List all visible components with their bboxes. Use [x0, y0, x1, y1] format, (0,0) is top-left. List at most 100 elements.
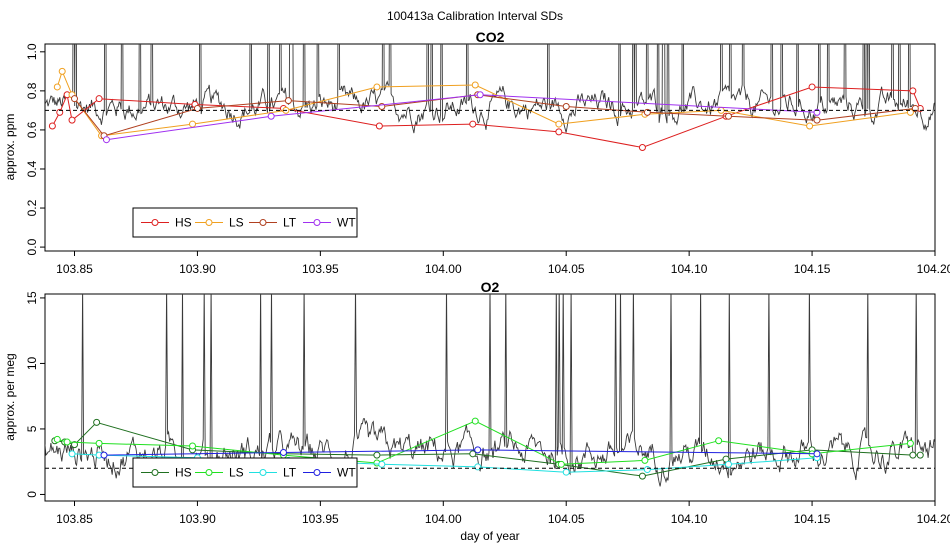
o2-point-hs — [71, 441, 79, 449]
o2-legend-label-ls: LS — [229, 466, 244, 480]
o2-legend-marker-lt — [259, 469, 267, 476]
o2-y-axis: 0 5 10 15 — [25, 291, 45, 498]
co2-x-tick-label: 104.00 — [425, 262, 462, 276]
co2-x-tick-label: 104.15 — [794, 262, 831, 276]
o2-point-lt — [378, 460, 386, 468]
o2-legend-label-lt: LT — [283, 466, 297, 480]
co2-point-hs — [909, 87, 917, 95]
co2-point-hs — [95, 95, 103, 103]
o2-x-axis: 103.85 103.90 103.95 104.00 104.05 104.10 104.… — [56, 501, 950, 526]
co2-y-axis: 0.0 0.2 0.4 0.6 0.8 1.0 — [25, 43, 45, 255]
co2-point-wt — [476, 91, 484, 99]
o2-ylabel: approx. per meg — [3, 353, 17, 440]
o2-point-wt — [474, 446, 482, 454]
o2-series-line-lt — [71, 453, 818, 473]
co2-x-axis: 103.85 103.90 103.95 104.00 104.05 104.10 104.… — [56, 251, 950, 276]
o2-point-wt — [813, 450, 821, 458]
co2-point-hs — [469, 120, 477, 128]
co2-x-tick-label: 104.05 — [548, 262, 585, 276]
co2-x-tick-label: 103.95 — [302, 262, 339, 276]
co2-plot-area — [45, 44, 935, 151]
co2-x-tick-label: 104.10 — [671, 262, 708, 276]
o2-point-ls — [557, 460, 565, 468]
o2-x-tick-label: 103.85 — [56, 512, 93, 526]
o2-series-line-ls — [57, 420, 911, 465]
o2-point-hs — [93, 418, 101, 426]
co2-x-tick-label: 103.90 — [179, 262, 216, 276]
o2-point-hs — [638, 472, 646, 480]
co2-x-tick-label: 103.85 — [56, 262, 93, 276]
co2-point-lt — [284, 97, 292, 105]
o2-series-line-wt — [103, 449, 818, 456]
co2-point-ls — [189, 120, 197, 128]
o2-point-wt — [100, 451, 108, 459]
o2-point-hs — [373, 451, 381, 459]
co2-series-line-wt — [106, 94, 818, 141]
o2-point-ls — [471, 417, 479, 425]
o2-y-tick-label: 15 — [25, 291, 39, 305]
co2-y-tick-label: 1.0 — [25, 43, 39, 60]
o2-point-ls — [95, 439, 103, 447]
co2-ylabel: approx. ppm — [3, 114, 17, 181]
o2-title: O2 — [481, 279, 500, 295]
figure-title: 100413a Calibration Interval SDs — [387, 9, 563, 23]
co2-point-hs — [555, 128, 563, 136]
co2-legend-label-ls: LS — [229, 216, 244, 230]
o2-legend-label-wt: WT — [337, 466, 356, 480]
o2-point-hs — [909, 451, 917, 459]
co2-legend-label-wt: WT — [337, 216, 356, 230]
co2-legend-marker-lt — [259, 219, 267, 226]
co2-point-hs — [48, 122, 56, 130]
co2-point-ls — [373, 83, 381, 91]
co2-legend-marker-hs — [151, 219, 159, 226]
co2-point-lt — [813, 116, 821, 124]
co2-legend-marker-wt — [313, 219, 321, 226]
co2-legend: HS LS LT WT — [132, 207, 358, 238]
o2-point-ls — [715, 437, 723, 445]
co2-point-lt — [71, 95, 79, 103]
co2-plot-frame — [44, 43, 936, 252]
co2-point-hs — [808, 83, 816, 91]
o2-point-lt — [724, 460, 732, 468]
o2-point-lt — [68, 450, 76, 458]
o2-legend-marker-wt — [313, 469, 321, 476]
co2-point-wt — [267, 112, 275, 120]
co2-y-tick-label: 0.6 — [25, 121, 39, 138]
co2-legend-marker-ls — [205, 219, 213, 226]
o2-x-tick-label: 104.15 — [794, 512, 831, 526]
o2-point-ls — [906, 439, 914, 447]
co2-point-ls — [471, 81, 479, 89]
co2-point-hs — [375, 122, 383, 130]
co2-series — [48, 67, 924, 151]
o2-x-tick-label: 104.10 — [671, 512, 708, 526]
o2-y-tick-label: 5 — [25, 425, 39, 432]
o2-point-ls — [189, 442, 197, 450]
co2-x-tick-label: 104.20 — [917, 262, 950, 276]
co2-point-lt — [724, 112, 732, 120]
o2-plot-area — [45, 294, 935, 487]
o2-x-tick-label: 103.95 — [302, 512, 339, 526]
co2-y-tick-label: 0.0 — [25, 238, 39, 255]
o2-point-ls — [53, 435, 61, 443]
o2-legend-label-hs: HS — [175, 466, 192, 480]
co2-y-tick-label: 0.8 — [25, 82, 39, 99]
o2-point-ls — [63, 438, 71, 446]
o2-point-lt — [474, 463, 482, 471]
co2-point-ls — [806, 122, 814, 130]
o2-point-hs — [469, 450, 477, 458]
co2-point-ls — [58, 67, 66, 75]
o2-point-lt — [643, 466, 651, 474]
co2-trace — [45, 44, 935, 134]
co2-legend-label-lt: LT — [283, 216, 297, 230]
co2-y-tick-label: 0.4 — [25, 160, 39, 177]
co2-trace-line — [45, 44, 935, 134]
o2-point-hs — [916, 451, 924, 459]
o2-legend-marker-hs — [151, 469, 159, 476]
o2-y-tick-label: 10 — [25, 356, 39, 370]
co2-title: CO2 — [476, 29, 505, 45]
co2-point-hs — [68, 116, 76, 124]
co2-point-ls — [53, 83, 61, 91]
o2-legend: HS LS LT WT — [132, 457, 358, 488]
o2-legend-marker-ls — [205, 469, 213, 476]
